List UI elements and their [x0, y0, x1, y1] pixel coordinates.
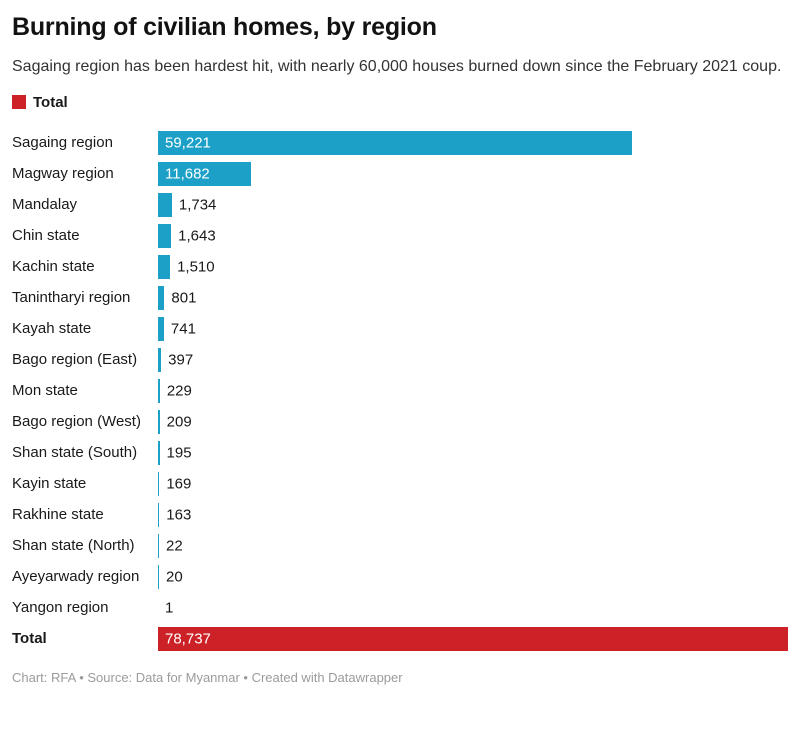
bar[interactable]	[158, 254, 171, 279]
bar-row: Bago region (East) 397	[12, 344, 788, 375]
row-label: Kachin state	[12, 258, 95, 275]
bar-area: 229	[158, 378, 788, 403]
bar-area: 11,682	[158, 161, 788, 186]
row-label: Total	[12, 630, 47, 647]
bar[interactable]	[158, 502, 160, 527]
legend-label: Total	[33, 93, 68, 111]
bar[interactable]	[158, 626, 788, 651]
bar-row: Sagaing region 59,221	[12, 127, 788, 158]
bar-area: 209	[158, 409, 788, 434]
bar[interactable]	[158, 533, 159, 558]
bar-area: 20	[158, 564, 788, 589]
bar-row: Rakhine state 163	[12, 499, 788, 530]
bar-row: Kayah state 741	[12, 313, 788, 344]
row-label: Rakhine state	[12, 506, 104, 523]
bar-row: Shan state (South) 195	[12, 437, 788, 468]
bar-row: Mandalay 1,734	[12, 189, 788, 220]
bar-area: 1	[158, 596, 788, 620]
bar-value-label: 1,643	[178, 227, 216, 244]
row-label: Sagaing region	[12, 134, 113, 151]
bar-row: Yangon region 1	[12, 592, 788, 623]
bar-value-label: 78,737	[165, 630, 211, 647]
bar-row: Chin state 1,643	[12, 220, 788, 251]
row-label: Bago region (East)	[12, 351, 138, 368]
bar-value-label: 1	[165, 599, 174, 616]
bar-value-label: 801	[171, 289, 197, 306]
bar[interactable]	[158, 192, 172, 217]
bar-row: Kayin state 169	[12, 468, 788, 499]
legend: Total	[12, 93, 788, 111]
bar-row: Ayeyarwady region 20	[12, 561, 788, 592]
bar-value-label: 209	[166, 413, 192, 430]
bar-area: 397	[158, 347, 788, 372]
bar-area: 195	[158, 440, 788, 465]
bar-value-label: 195	[166, 444, 192, 461]
bar-value-label: 59,221	[165, 134, 211, 151]
bar-value-label: 1,510	[177, 258, 215, 275]
bar-row: Magway region 11,682	[12, 158, 788, 189]
bar[interactable]	[158, 378, 160, 403]
bar-row: Tanintharyi region 801	[12, 282, 788, 313]
bar[interactable]	[158, 130, 632, 155]
bar-area: 78,737	[158, 626, 788, 651]
row-label: Yangon region	[12, 599, 109, 616]
attribution-footer: Chart: RFA • Source: Data for Myanmar • …	[12, 670, 403, 685]
row-label: Ayeyarwady region	[12, 568, 140, 585]
bar-value-label: 397	[168, 351, 194, 368]
row-label: Mandalay	[12, 196, 78, 213]
bar-area: 169	[158, 471, 788, 496]
bar[interactable]	[158, 409, 160, 434]
bar-value-label: 169	[166, 475, 192, 492]
bar-value-label: 741	[170, 320, 196, 337]
bar[interactable]	[158, 161, 252, 186]
bar-row-total: Total 78,737	[12, 623, 788, 654]
bar-area: 801	[158, 285, 788, 310]
bar-value-label: 20	[166, 568, 183, 585]
bar-area: 741	[158, 316, 788, 341]
bar-chart: Sagaing region 59,221 Magway region 11,6…	[12, 127, 788, 654]
chart-subtitle: Sagaing region has been hardest hit, wit…	[12, 58, 782, 75]
row-label: Tanintharyi region	[12, 289, 131, 306]
row-label: Magway region	[12, 165, 114, 182]
legend-swatch-total	[12, 95, 26, 109]
bar[interactable]	[158, 440, 160, 465]
bar[interactable]	[158, 471, 160, 496]
bar-value-label: 163	[166, 506, 192, 523]
row-label: Bago region (West)	[12, 413, 141, 430]
bar-value-label: 22	[166, 537, 183, 554]
bar-value-label: 11,682	[165, 165, 210, 182]
row-label: Shan state (South)	[12, 444, 138, 461]
bar[interactable]	[158, 223, 172, 248]
bar[interactable]	[158, 564, 159, 589]
row-label: Shan state (North)	[12, 537, 135, 554]
chart-title: Burning of civilian homes, by region	[12, 13, 437, 41]
bar-area: 1,734	[158, 192, 788, 217]
bar-row: Mon state 229	[12, 375, 788, 406]
bar-row: Shan state (North) 22	[12, 530, 788, 561]
row-label: Kayin state	[12, 475, 87, 492]
bar-value-label: 229	[166, 382, 192, 399]
row-label: Chin state	[12, 227, 80, 244]
bar-area: 59,221	[158, 130, 788, 155]
bar[interactable]	[158, 347, 162, 372]
bar[interactable]	[158, 285, 165, 310]
bar-row: Bago region (West) 209	[12, 406, 788, 437]
bar[interactable]	[158, 316, 164, 341]
bar-value-label: 1,734	[178, 196, 217, 213]
bar-area: 22	[158, 533, 788, 558]
bar-row: Kachin state 1,510	[12, 251, 788, 282]
bar-area: 163	[158, 502, 788, 527]
bar-area: 1,643	[158, 223, 788, 248]
row-label: Mon state	[12, 382, 78, 399]
bar-area: 1,510	[158, 254, 788, 279]
row-label: Kayah state	[12, 320, 92, 337]
